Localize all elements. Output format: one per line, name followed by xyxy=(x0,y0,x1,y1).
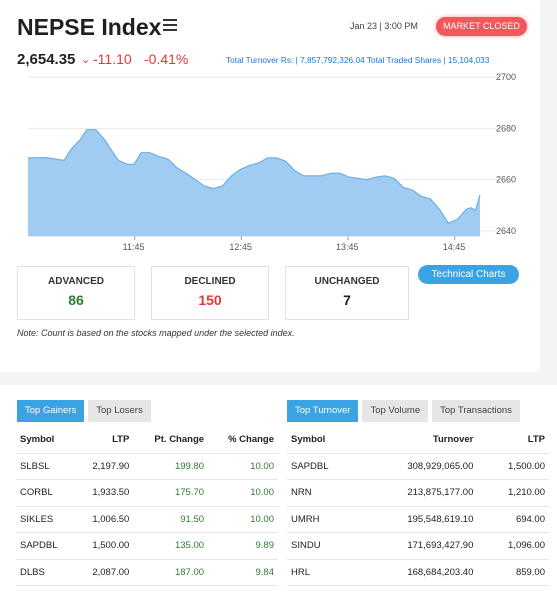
column-header[interactable]: LTP xyxy=(477,427,549,454)
ltp-cell: 859.00 xyxy=(477,559,549,586)
symbol-cell[interactable]: SINDU xyxy=(287,532,360,560)
column-header[interactable]: % Change xyxy=(208,427,278,454)
table-row[interactable]: SAPDBL 308,929,065.00 1,500.00 xyxy=(287,453,549,480)
tab-top-losers[interactable]: Top Losers xyxy=(88,400,151,422)
column-header[interactable]: Turnover xyxy=(359,427,478,454)
pct-change-cell: 9.89 xyxy=(208,532,278,560)
table-row[interactable]: HRL 168,684,203.40 859.00 xyxy=(287,559,549,586)
menu-icon[interactable] xyxy=(163,19,177,33)
turnover-cell: 213,875,177.00 xyxy=(359,479,478,507)
symbol-cell[interactable]: SAPDBL xyxy=(16,532,75,560)
turnover-cell: 168,684,203.40 xyxy=(359,559,478,586)
index-change: -11.10 xyxy=(93,51,132,67)
table-row[interactable]: DLBS 2,087.00 187.00 9.84 xyxy=(16,559,278,586)
unchanged-stat-card: UNCHANGED 7 xyxy=(285,266,409,320)
symbol-cell[interactable]: SAPDBL xyxy=(287,453,360,480)
column-header[interactable]: Pt. Change xyxy=(133,427,209,454)
column-header[interactable]: LTP xyxy=(75,427,134,454)
pt-change-cell: 175.70 xyxy=(133,479,209,507)
tab-top-transactions[interactable]: Top Transactions xyxy=(432,400,520,422)
table-row[interactable]: CORBL 1,933.50 175.70 10.00 xyxy=(16,479,278,507)
advanced-count: 86 xyxy=(68,292,84,308)
unchanged-label: UNCHANGED xyxy=(314,276,380,287)
tab-top-turnover[interactable]: Top Turnover xyxy=(287,400,359,422)
table-row[interactable]: SINDU 171,693,427.90 1,096.00 xyxy=(287,532,549,560)
x-tick-label: 14:45 xyxy=(443,242,466,252)
advanced-stat-card: ADVANCED 86 xyxy=(17,266,135,320)
pt-change-cell: 199.80 xyxy=(133,453,209,480)
unchanged-count: 7 xyxy=(343,292,351,308)
ltp-cell: 1,500.00 xyxy=(75,532,134,560)
symbol-cell[interactable]: CORBL xyxy=(16,479,75,507)
declined-count: 150 xyxy=(198,292,222,308)
ltp-cell: 1,210.00 xyxy=(477,479,549,507)
column-header[interactable]: Symbol xyxy=(16,427,75,454)
table-row[interactable]: UMRH 195,548,619.10 694.00 xyxy=(287,506,549,533)
turnover-cell: 195,548,619.10 xyxy=(359,506,478,533)
market-movers-panel: Top Gainers Top Losers Top Turnover Top … xyxy=(0,385,557,600)
column-header[interactable]: Symbol xyxy=(287,427,360,454)
index-panel: NEPSE Index Jan 23 | 3:00 PM MARKET CLOS… xyxy=(0,0,540,372)
y-tick-label: 2680 xyxy=(496,123,516,133)
pct-change-cell: 10.00 xyxy=(208,506,278,533)
x-tick-label: 13:45 xyxy=(336,242,359,252)
top-gainers-table: Symbol LTP Pt. Change % Change SLBSL 2,1… xyxy=(16,427,278,586)
page-title: NEPSE Index xyxy=(17,14,162,40)
y-tick-label: 2640 xyxy=(496,226,516,236)
pct-change-cell: 10.00 xyxy=(208,479,278,507)
table-header-row: Symbol LTP Pt. Change % Change xyxy=(16,427,278,454)
table-header-row: Symbol Turnover LTP xyxy=(287,427,549,454)
ltp-cell: 694.00 xyxy=(477,506,549,533)
index-change-percent: -0.41% xyxy=(144,51,189,67)
chart-line-series xyxy=(28,129,481,224)
top-turnover-table: Symbol Turnover LTP SAPDBL 308,929,065.0… xyxy=(287,427,549,586)
symbol-cell[interactable]: UMRH xyxy=(287,506,360,533)
symbol-cell[interactable]: NRN xyxy=(287,479,360,507)
symbol-cell[interactable]: SIKLES xyxy=(16,506,75,533)
tab-top-volume[interactable]: Top Volume xyxy=(362,400,429,422)
symbol-cell[interactable]: HRL xyxy=(287,559,360,586)
tab-top-gainers[interactable]: Top Gainers xyxy=(17,400,85,422)
chevron-down-icon: ⌄ xyxy=(81,54,91,66)
symbol-cell[interactable]: DLBS xyxy=(16,559,75,586)
x-tick-label: 11:45 xyxy=(123,242,145,252)
advanced-label: ADVANCED xyxy=(48,276,104,287)
turnover-cell: 171,693,427.90 xyxy=(359,532,478,560)
table-row[interactable]: SLBSL 2,197.90 199.80 10.00 xyxy=(16,453,278,480)
y-tick-label: 2660 xyxy=(496,175,516,185)
index-area-chart[interactable]: 2640 2660 2680 2700 11:45 12:45 13:45 14:45 xyxy=(28,68,528,258)
count-note: Note: Count is based on the stocks mappe… xyxy=(17,328,295,338)
market-status-badge: MARKET CLOSED xyxy=(436,17,527,36)
table-row[interactable]: NRN 213,875,177.00 1,210.00 xyxy=(287,479,549,507)
turnover-tabbar: Top Turnover Top Volume Top Transactions xyxy=(287,400,524,422)
technical-charts-button[interactable]: Technical Charts xyxy=(418,265,519,284)
pct-change-cell: 9.84 xyxy=(208,559,278,586)
index-value: 2,654.35 xyxy=(17,51,76,68)
declined-label: DECLINED xyxy=(184,276,236,287)
table-row[interactable]: SAPDBL 1,500.00 135.00 9.89 xyxy=(16,532,278,560)
ltp-cell: 1,500.00 xyxy=(477,453,549,480)
turnover-cell: 308,929,065.00 xyxy=(359,453,478,480)
x-tick-label: 12:45 xyxy=(229,242,252,252)
ltp-cell: 1,933.50 xyxy=(75,479,134,507)
pct-change-cell: 10.00 xyxy=(208,453,278,480)
pt-change-cell: 135.00 xyxy=(133,532,209,560)
turnover-summary: Total Turnover Rs: | 7,857,792,326.04 To… xyxy=(226,55,490,65)
ltp-cell: 1,096.00 xyxy=(477,532,549,560)
gainers-tabbar: Top Gainers Top Losers xyxy=(17,400,155,422)
pt-change-cell: 187.00 xyxy=(133,559,209,586)
ltp-cell: 1,006.50 xyxy=(75,506,134,533)
ltp-cell: 2,197.90 xyxy=(75,453,134,480)
market-datetime: Jan 23 | 3:00 PM xyxy=(350,21,418,31)
y-tick-label: 2700 xyxy=(496,72,516,82)
chart-area-series xyxy=(28,129,480,236)
declined-stat-card: DECLINED 150 xyxy=(151,266,269,320)
symbol-cell[interactable]: SLBSL xyxy=(16,453,75,480)
ltp-cell: 2,087.00 xyxy=(75,559,134,586)
table-row[interactable]: SIKLES 1,006.50 91.50 10.00 xyxy=(16,506,278,533)
pt-change-cell: 91.50 xyxy=(133,506,209,533)
